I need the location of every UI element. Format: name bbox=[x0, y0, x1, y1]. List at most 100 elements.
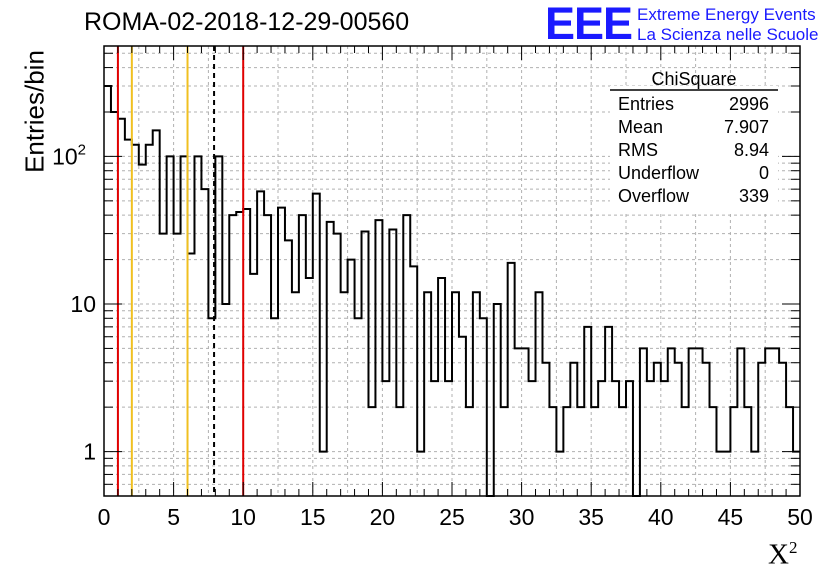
histogram-bin bbox=[522, 348, 529, 496]
x-axis-label-base: X bbox=[768, 538, 789, 571]
histogram-bin bbox=[737, 348, 744, 496]
stats-value: 8.94 bbox=[734, 140, 769, 160]
x-tick-label: 50 bbox=[787, 504, 813, 530]
histogram-bin bbox=[320, 452, 327, 496]
histogram-bin bbox=[403, 215, 410, 496]
histogram-bin bbox=[758, 363, 765, 496]
histogram-bin bbox=[125, 140, 132, 496]
histogram-bin bbox=[661, 381, 668, 496]
histogram-bin bbox=[508, 263, 515, 496]
histogram-bin bbox=[765, 348, 772, 496]
x-tick-label: 30 bbox=[509, 504, 535, 530]
histogram-bin bbox=[194, 156, 201, 496]
histogram-bin bbox=[452, 292, 459, 496]
histogram-bin bbox=[104, 86, 111, 496]
histogram-bin bbox=[132, 145, 139, 496]
histogram-bin bbox=[389, 229, 396, 496]
stats-label: Overflow bbox=[618, 186, 690, 206]
histogram-bin bbox=[577, 407, 584, 496]
histogram-bin bbox=[515, 348, 522, 496]
histogram-bin bbox=[710, 407, 717, 496]
histogram-bin bbox=[751, 452, 758, 496]
stats-value: 339 bbox=[739, 186, 769, 206]
histogram-bin bbox=[438, 278, 445, 496]
x-tick-label: 10 bbox=[230, 504, 256, 530]
histogram-bin bbox=[570, 363, 577, 496]
histogram-bin bbox=[536, 292, 543, 496]
histogram-bin bbox=[139, 165, 146, 496]
stats-label: Underflow bbox=[618, 163, 700, 183]
stats-value: 7.907 bbox=[724, 117, 769, 137]
x-axis-label-sup: 2 bbox=[788, 538, 798, 557]
histogram-bin bbox=[368, 407, 375, 496]
x-tick-label: 45 bbox=[718, 504, 744, 530]
histogram-bin bbox=[772, 348, 779, 496]
histogram-bin bbox=[334, 234, 341, 496]
logo-mark: EEE bbox=[545, 0, 633, 49]
histogram-bin bbox=[744, 407, 751, 496]
histogram-bin bbox=[424, 292, 431, 496]
histogram-bin bbox=[222, 304, 229, 496]
histogram-bin bbox=[146, 145, 153, 496]
histogram-bin bbox=[431, 381, 438, 496]
histogram-bin bbox=[689, 348, 696, 496]
histogram-bin bbox=[605, 327, 612, 496]
histogram-bin bbox=[188, 253, 195, 496]
histogram-bin bbox=[362, 231, 369, 496]
histogram-bin bbox=[174, 234, 181, 496]
stats-label: Entries bbox=[618, 94, 674, 114]
histogram-bin bbox=[716, 452, 723, 496]
y-tick-label-exponent: 2 bbox=[78, 141, 86, 158]
x-tick-label: 0 bbox=[98, 504, 111, 530]
histogram-bin bbox=[278, 208, 285, 496]
histogram-bin bbox=[466, 407, 473, 496]
histogram-bin bbox=[299, 215, 306, 496]
histogram-bin bbox=[271, 318, 278, 496]
histogram-bin bbox=[626, 381, 633, 496]
histogram-bin bbox=[327, 222, 334, 496]
histogram-bin bbox=[549, 407, 556, 496]
histogram-bin bbox=[118, 119, 125, 496]
stats-value: 2996 bbox=[729, 94, 769, 114]
stats-label: Mean bbox=[618, 117, 663, 137]
histogram-bin bbox=[598, 381, 605, 496]
histogram-bin bbox=[703, 363, 710, 496]
histogram-bin bbox=[654, 363, 661, 496]
logo-line-1: Extreme Energy Events bbox=[637, 5, 816, 24]
stats-value: 0 bbox=[759, 163, 769, 183]
histogram-bin bbox=[229, 215, 236, 496]
histogram-bin bbox=[480, 318, 487, 496]
histogram-bin bbox=[181, 156, 188, 496]
histogram-bin bbox=[348, 260, 355, 496]
histogram-bin bbox=[612, 381, 619, 496]
histogram-bin bbox=[494, 304, 501, 496]
histogram-bin bbox=[313, 194, 320, 496]
histogram-bin bbox=[668, 348, 675, 496]
histogram-bin bbox=[250, 274, 257, 496]
histogram-bin bbox=[243, 209, 250, 496]
x-tick-label: 25 bbox=[439, 504, 465, 530]
histogram-bin bbox=[647, 381, 654, 496]
histogram-bin bbox=[501, 407, 508, 496]
x-tick-label: 20 bbox=[370, 504, 396, 530]
histogram-bin bbox=[459, 337, 466, 496]
histogram-bin bbox=[682, 407, 689, 496]
histogram-bin bbox=[723, 452, 730, 496]
y-tick-label: 10 bbox=[70, 291, 96, 317]
histogram-bin bbox=[215, 156, 222, 496]
y-tick-label: 102 bbox=[52, 141, 86, 169]
x-tick-label: 5 bbox=[167, 504, 180, 530]
histogram-bin bbox=[355, 318, 362, 496]
stats-label: RMS bbox=[618, 140, 658, 160]
eee-logo: EEE Extreme Energy Events La Scienza nel… bbox=[545, 0, 835, 49]
histogram-bin bbox=[556, 452, 563, 496]
histogram-bin bbox=[584, 327, 591, 496]
histogram-bin bbox=[167, 156, 174, 496]
histogram-bin bbox=[410, 266, 417, 496]
histogram-bin bbox=[201, 189, 208, 496]
histogram-bin bbox=[542, 363, 549, 496]
histogram-bin bbox=[236, 212, 243, 496]
histogram-bin bbox=[153, 130, 160, 496]
